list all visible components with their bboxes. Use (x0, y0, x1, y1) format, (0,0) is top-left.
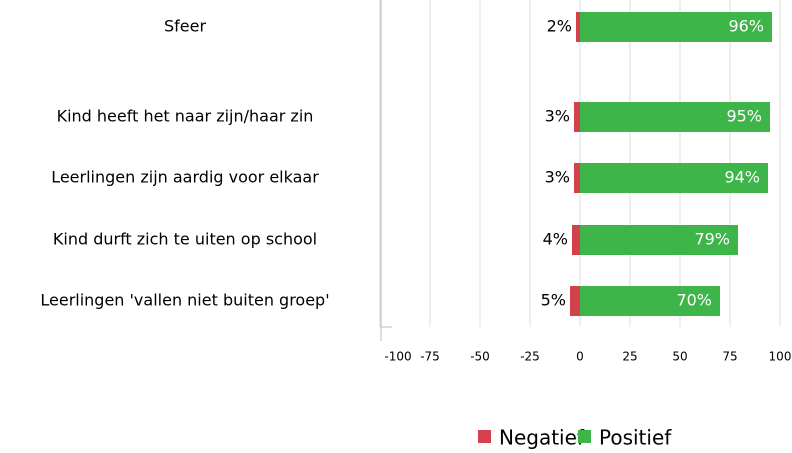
bar (572, 225, 580, 255)
category-label: Kind heeft het naar zijn/haar zin (57, 107, 314, 126)
bar (580, 163, 768, 193)
value-label: 70% (676, 291, 712, 310)
category-label: Kind durft zich te uiten op school (53, 230, 317, 249)
category-label: Leerlingen zijn aardig voor elkaar (51, 168, 319, 187)
bar (574, 163, 580, 193)
value-label: 5% (541, 291, 566, 310)
bar (580, 12, 772, 42)
category-label: Sfeer (164, 17, 206, 36)
value-label: 94% (724, 168, 760, 187)
x-tick-label: 25 (622, 350, 637, 364)
legend-swatch (578, 430, 591, 443)
value-label: 95% (726, 107, 762, 126)
value-label: 3% (545, 107, 570, 126)
x-tick-label: 0 (576, 350, 584, 364)
x-tick-label: -25 (520, 350, 540, 364)
value-label: 4% (543, 230, 568, 249)
bar (570, 286, 580, 316)
legend-label: Negatief (499, 426, 585, 450)
x-tick-label: -100 (384, 350, 411, 364)
x-tick-label: 75 (722, 350, 737, 364)
value-label: 96% (728, 17, 764, 36)
category-label: Leerlingen 'vallen niet buiten groep' (40, 291, 329, 310)
value-label: 79% (694, 230, 730, 249)
bar (574, 102, 580, 132)
legend-swatch (478, 430, 491, 443)
bar (576, 12, 580, 42)
x-tick-label: 50 (672, 350, 687, 364)
value-label: 3% (545, 168, 570, 187)
bar (580, 225, 738, 255)
bar (580, 286, 720, 316)
x-tick-label: -50 (470, 350, 490, 364)
legend-label: Positief (599, 426, 672, 450)
value-label: 2% (547, 17, 572, 36)
bar (580, 102, 770, 132)
x-tick-label: 100 (769, 350, 792, 364)
x-tick-label: -75 (420, 350, 440, 364)
